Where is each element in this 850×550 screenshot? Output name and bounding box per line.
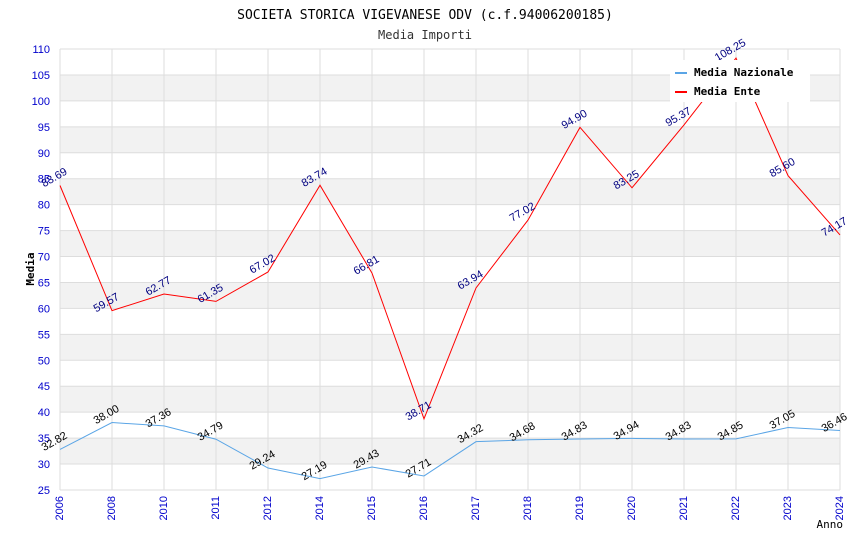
x-tick-label: 2015	[366, 496, 378, 520]
x-tick-label: 2024	[834, 496, 846, 520]
y-tick-label: 105	[32, 70, 50, 82]
grid-band	[60, 334, 840, 361]
x-tick-label: 2022	[730, 496, 742, 520]
y-tick-label: 60	[38, 303, 50, 315]
grid-band	[60, 438, 840, 465]
legend-label: Media Ente	[694, 85, 761, 98]
y-tick-label: 100	[32, 96, 50, 108]
data-label: 85.60	[768, 156, 798, 180]
y-tick-label: 75	[38, 226, 50, 238]
y-tick-label: 85	[38, 174, 50, 186]
y-tick-label: 110	[32, 44, 50, 56]
x-tick-label: 2023	[782, 496, 794, 520]
y-tick-label: 40	[38, 407, 50, 419]
grid-band	[60, 126, 840, 153]
y-tick-label: 55	[38, 329, 50, 341]
x-tick-label: 2019	[574, 496, 586, 520]
y-axis-label: Media	[24, 252, 37, 285]
grid-band	[60, 178, 840, 205]
x-tick-label: 2011	[210, 496, 222, 520]
y-tick-label: 80	[38, 200, 50, 212]
x-axis-ticks: 2006 2008 2010 2011 2012 2014 2015 2016 2017 2018…	[54, 496, 846, 520]
x-tick-label: 2010	[158, 496, 170, 520]
x-tick-label: 2018	[522, 496, 534, 520]
grid-band	[60, 386, 840, 413]
x-tick-label: 2016	[418, 496, 430, 520]
x-tick-label: 2020	[626, 496, 638, 520]
y-tick-label: 25	[38, 485, 50, 497]
grid-bands	[60, 74, 840, 465]
x-tick-label: 2014	[314, 496, 326, 520]
y-axis-ticks: 25 30 35 40 45 50 55 60 65 70 75 80 85 90 95 100 105 110	[32, 44, 50, 497]
data-label: 36.46	[820, 411, 850, 435]
chart-title: SOCIETA STORICA VIGEVANESE ODV (c.f.9400…	[237, 8, 613, 23]
y-tick-label: 70	[38, 252, 50, 264]
y-tick-label: 30	[38, 459, 50, 471]
x-tick-label: 2021	[678, 496, 690, 520]
y-tick-label: 65	[38, 277, 50, 289]
grid-lines	[59, 48, 841, 491]
x-tick-label: 2008	[106, 496, 118, 520]
legend-box	[670, 60, 810, 102]
grid-band	[60, 230, 840, 257]
x-tick-label: 2012	[262, 496, 274, 520]
y-tick-label: 35	[38, 433, 50, 445]
y-tick-label: 45	[38, 381, 50, 393]
y-tick-label: 95	[38, 122, 50, 134]
legend-label: Media Nazionale	[694, 66, 794, 79]
legend: Media Nazionale Media Ente	[670, 60, 810, 102]
data-label: 95.37	[664, 105, 694, 129]
x-tick-label: 2006	[54, 496, 66, 520]
series-line-media-nazionale	[59, 422, 841, 480]
grid-band	[60, 282, 840, 309]
x-axis-label: Anno	[817, 518, 844, 531]
y-tick-label: 90	[38, 148, 50, 160]
x-tick-label: 2017	[470, 496, 482, 520]
y-tick-label: 50	[38, 355, 50, 367]
chart-subtitle: Media Importi	[378, 28, 472, 42]
